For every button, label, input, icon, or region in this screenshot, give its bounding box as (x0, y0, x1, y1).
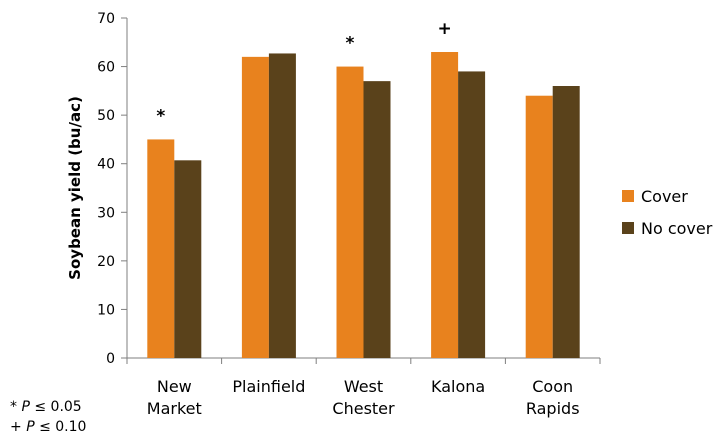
bar-no-cover (552, 86, 580, 358)
footnote-symbol: + (10, 419, 22, 435)
legend-swatch (622, 222, 634, 234)
y-axis-label: Soybean yield (bu/ac) (66, 96, 84, 280)
y-tick-label: 40 (97, 157, 115, 173)
y-tick-label: 0 (106, 351, 115, 367)
y-tick-label: 60 (97, 60, 115, 76)
significance-mark: + (437, 19, 451, 39)
bar-cover (431, 52, 459, 358)
significance-mark: * (156, 106, 165, 126)
legend-label: Cover (641, 187, 688, 206)
bar-cover (336, 66, 364, 359)
footnote-threshold: ≤ 0.05 (34, 399, 82, 415)
footnote-p: P (26, 419, 35, 435)
x-category-label: Market (147, 399, 202, 418)
y-tick-label: 10 (97, 302, 115, 318)
x-category-label: West (344, 377, 383, 396)
legend-label: No cover (641, 219, 713, 238)
y-tick-label: 30 (97, 205, 115, 221)
legend-swatch (622, 190, 634, 202)
bar-no-cover (363, 81, 391, 359)
footnote-significance-010: + P ≤ 0.10 (10, 417, 86, 437)
y-tick-label: 50 (97, 108, 115, 124)
bar-no-cover (458, 71, 486, 358)
x-category-label: Plainfield (232, 377, 305, 396)
bar-no-cover (268, 53, 296, 358)
significance-mark: * (346, 34, 355, 54)
bar-cover (147, 139, 175, 358)
footnote-significance-005: * P ≤ 0.05 (10, 397, 82, 417)
x-category-label: Coon (532, 377, 573, 396)
footnote-symbol: * (10, 399, 17, 415)
x-category-label: New (157, 377, 192, 396)
footnote-p: P (21, 399, 30, 415)
x-category-label: Chester (332, 399, 395, 418)
x-category-label: Rapids (526, 399, 580, 418)
bar-cover (241, 56, 269, 358)
bar-cover (525, 95, 553, 358)
bar-no-cover (174, 160, 202, 358)
y-tick-label: 20 (97, 254, 115, 270)
footnote-threshold: ≤ 0.10 (39, 419, 87, 435)
x-category-label: Kalona (431, 377, 485, 396)
y-tick-label: 70 (97, 11, 115, 27)
